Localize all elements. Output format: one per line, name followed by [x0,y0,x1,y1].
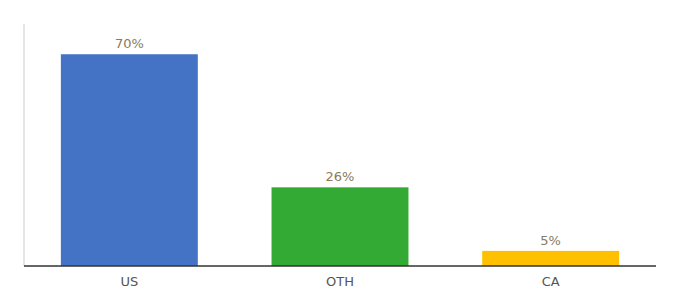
data-label: 70% [115,36,144,51]
chart-container: 70% 26% 5% US OTH CA [0,0,680,300]
x-tick-label: CA [542,274,560,289]
bar [482,251,619,266]
x-axis-line [24,265,656,267]
data-label: 5% [540,233,561,248]
x-tick-label: OTH [326,274,354,289]
y-axis-line [24,24,25,266]
x-tick-label: US [120,274,138,289]
data-label: 26% [326,169,355,184]
bar [61,54,198,266]
bars [61,54,619,266]
chart: 70% 26% 5% US OTH CA [0,0,680,300]
bar [272,187,409,266]
